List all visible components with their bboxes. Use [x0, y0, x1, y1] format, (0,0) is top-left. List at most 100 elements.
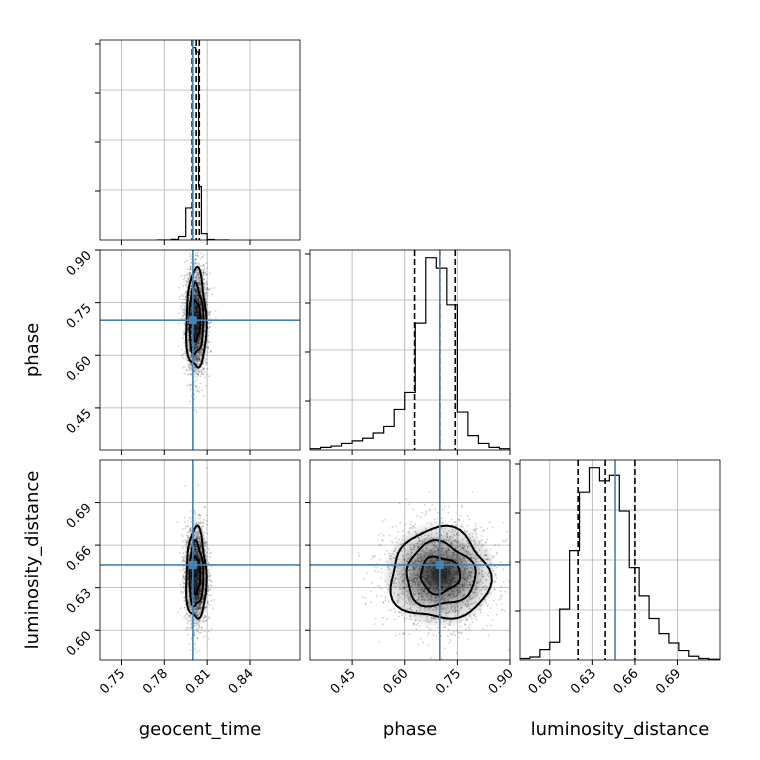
scatter-point [185, 259, 188, 262]
scatter-point [180, 275, 183, 277]
scatter-point [213, 599, 216, 601]
scatter-point [202, 616, 204, 619]
scatter-point [207, 600, 209, 603]
scatter-point [444, 626, 446, 629]
scatter-point [209, 580, 212, 583]
scatter-point [427, 491, 430, 494]
scatter-point [182, 560, 184, 562]
scatter-point [210, 628, 213, 630]
scatter-point [194, 386, 197, 388]
scatter-point [185, 292, 187, 295]
scatter-point [205, 281, 208, 283]
scatter-point [364, 602, 367, 605]
scatter-point [204, 606, 207, 608]
y-ticks-2-0: 0.600.630.660.69 [64, 501, 100, 660]
scatter-point [461, 526, 464, 528]
scatter-point [182, 233, 184, 235]
scatter-point [384, 597, 386, 599]
scatter-point [194, 514, 197, 517]
scatter-point [202, 373, 205, 376]
scatter-point [190, 637, 193, 640]
scatter-point [186, 626, 189, 629]
scatter-point [400, 611, 402, 613]
scatter-point [202, 264, 205, 266]
scatter-point [208, 548, 211, 551]
scatter-point [201, 626, 204, 629]
scatter-point [194, 261, 196, 264]
scatter-point [198, 624, 200, 627]
scatter-point [187, 364, 190, 366]
scatter-point [194, 385, 197, 388]
scatter-point [186, 277, 189, 280]
scatter-point [189, 367, 191, 370]
scatter-point [206, 266, 209, 269]
scatter-point [200, 252, 203, 255]
scatter-point [190, 527, 192, 529]
scatter-point [202, 271, 205, 274]
scatter-point [413, 623, 415, 625]
scatter-point [185, 612, 188, 615]
scatter-point [464, 623, 466, 625]
scatter-point [195, 523, 198, 525]
scatter-point [201, 389, 203, 391]
scatter-point [182, 575, 185, 578]
scatter-point [206, 602, 209, 605]
scatter-point [205, 619, 208, 622]
scatter-point [195, 254, 198, 257]
scatter-point [187, 614, 189, 617]
scatter-point [429, 508, 432, 511]
scatter-point [197, 374, 200, 376]
scatter-point [185, 543, 188, 545]
scatter-point [178, 298, 181, 301]
scatter-point [184, 350, 186, 353]
scatter-point [475, 525, 477, 528]
scatter-point [185, 290, 187, 293]
scatter-point [183, 309, 186, 312]
scatter-point [208, 562, 211, 565]
scatter-point [187, 364, 190, 367]
scatter-point [193, 634, 196, 636]
scatter-point [183, 312, 186, 315]
scatter-point [183, 333, 186, 335]
scatter-point [206, 547, 209, 549]
scatter-point [206, 338, 209, 341]
scatter-point [198, 632, 200, 634]
scatter-point [190, 623, 193, 625]
scatter-point [196, 637, 199, 640]
scatter-point [402, 534, 405, 537]
y-tick-label: 0.69 [64, 501, 95, 532]
scatter-point [179, 569, 181, 572]
scatter-point [410, 520, 412, 523]
y-tick-label: 0.60 [64, 628, 95, 659]
scatter-point [475, 533, 478, 536]
scatter-point [194, 522, 196, 525]
scatter-point [196, 254, 199, 257]
scatter-point [187, 373, 190, 376]
scatter-point [411, 527, 414, 530]
scatter-point [189, 265, 191, 267]
scatter-point [196, 376, 198, 378]
scatter-point [193, 398, 196, 401]
scatter-point [180, 592, 183, 594]
scatter-point [205, 358, 208, 361]
panel-frame [99, 459, 301, 661]
scatter-point [197, 515, 200, 518]
scatter-point [181, 353, 184, 356]
scatter-point [187, 268, 190, 270]
scatter-point [207, 313, 210, 316]
scatter-point [203, 267, 206, 270]
scatter-point [205, 289, 208, 291]
scatter-point [183, 341, 186, 344]
scatter-point [185, 628, 188, 631]
scatter-point [183, 261, 186, 264]
scatter-point [202, 367, 205, 370]
scatter-point [183, 516, 186, 519]
y-tick-label: 0.45 [64, 406, 95, 437]
scatter-point [188, 274, 191, 277]
scatter-point [190, 521, 193, 523]
scatter-point [197, 251, 199, 254]
scatter-point [210, 350, 213, 353]
scatter-point [205, 373, 208, 376]
x-tick-label: 0.66 [611, 666, 642, 697]
contour-line [188, 538, 205, 608]
